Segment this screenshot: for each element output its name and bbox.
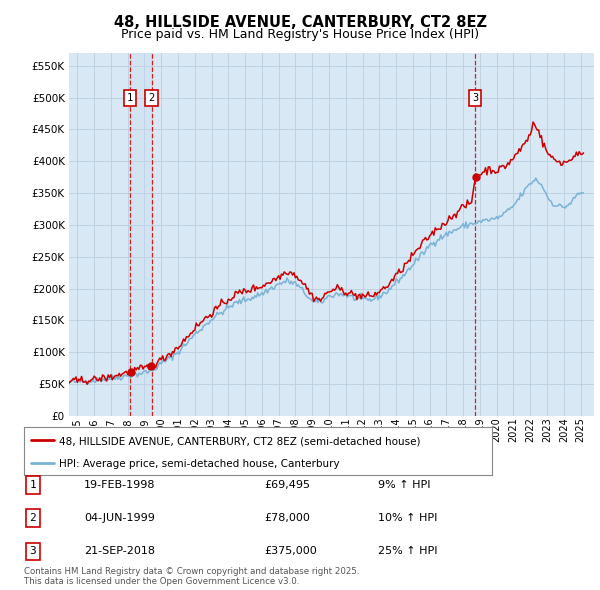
Text: 2: 2	[148, 93, 155, 103]
Text: This data is licensed under the Open Government Licence v3.0.: This data is licensed under the Open Gov…	[24, 577, 299, 586]
Text: 3: 3	[29, 546, 37, 556]
Text: 25% ↑ HPI: 25% ↑ HPI	[378, 546, 437, 556]
Text: 48, HILLSIDE AVENUE, CANTERBURY, CT2 8EZ (semi-detached house): 48, HILLSIDE AVENUE, CANTERBURY, CT2 8EZ…	[59, 436, 421, 446]
Text: Contains HM Land Registry data © Crown copyright and database right 2025.: Contains HM Land Registry data © Crown c…	[24, 566, 359, 576]
Text: £375,000: £375,000	[264, 546, 317, 556]
Text: £78,000: £78,000	[264, 513, 310, 523]
Text: HPI: Average price, semi-detached house, Canterbury: HPI: Average price, semi-detached house,…	[59, 459, 340, 469]
Text: £69,495: £69,495	[264, 480, 310, 490]
Text: 3: 3	[472, 93, 478, 103]
Text: 2: 2	[29, 513, 37, 523]
Text: 1: 1	[29, 480, 37, 490]
Bar	[130, 53, 152, 416]
Text: 04-JUN-1999: 04-JUN-1999	[84, 513, 155, 523]
Text: 19-FEB-1998: 19-FEB-1998	[84, 480, 155, 490]
Text: Price paid vs. HM Land Registry's House Price Index (HPI): Price paid vs. HM Land Registry's House …	[121, 28, 479, 41]
Text: 1: 1	[127, 93, 133, 103]
Text: 21-SEP-2018: 21-SEP-2018	[84, 546, 155, 556]
Text: 48, HILLSIDE AVENUE, CANTERBURY, CT2 8EZ: 48, HILLSIDE AVENUE, CANTERBURY, CT2 8EZ	[113, 15, 487, 30]
Text: 9% ↑ HPI: 9% ↑ HPI	[378, 480, 431, 490]
Text: 10% ↑ HPI: 10% ↑ HPI	[378, 513, 437, 523]
